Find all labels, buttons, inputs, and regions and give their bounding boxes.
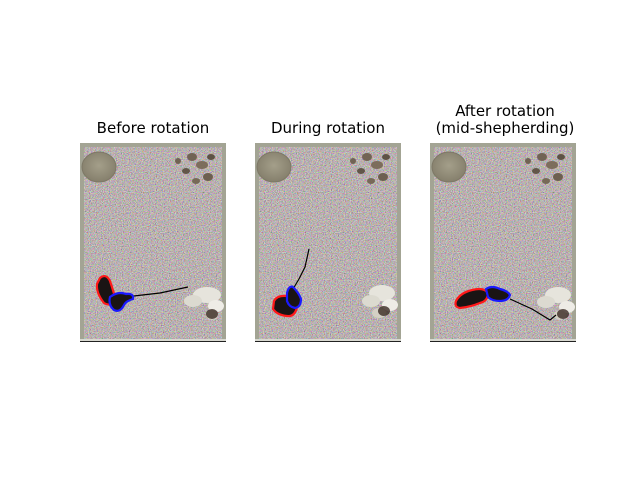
trajectory-trail — [124, 286, 189, 298]
trajectory-trail — [509, 298, 557, 321]
trajectory-trail — [292, 248, 310, 290]
arena-image — [255, 143, 401, 342]
panel-title: During rotation — [270, 119, 385, 137]
animal-blue-outline — [285, 285, 303, 310]
panel-title: After rotation (mid-shepherding) — [435, 102, 575, 137]
animal-red-outline — [454, 287, 490, 310]
nest-material — [362, 285, 398, 318]
arena-image — [80, 143, 226, 342]
animal-blue-outline — [484, 285, 512, 303]
animal-blue-outline — [108, 291, 135, 312]
arena-image — [430, 143, 576, 342]
panel-title: Before rotation — [96, 119, 210, 137]
